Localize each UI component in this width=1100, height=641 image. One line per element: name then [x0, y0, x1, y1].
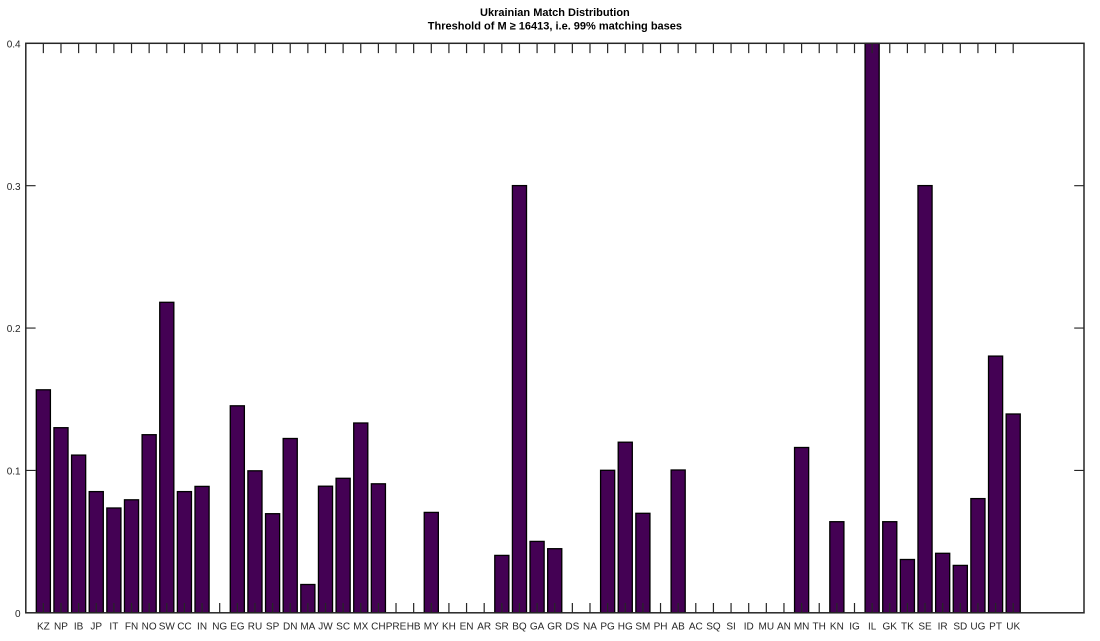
- svg-text:AR: AR: [477, 622, 491, 633]
- svg-text:UK: UK: [1006, 622, 1020, 633]
- svg-text:MY: MY: [424, 622, 439, 633]
- svg-text:CH: CH: [371, 622, 385, 633]
- svg-text:IG: IG: [849, 622, 860, 633]
- svg-text:IR: IR: [938, 622, 948, 633]
- svg-text:NG: NG: [212, 622, 227, 633]
- svg-text:AB: AB: [671, 622, 685, 633]
- svg-text:NP: NP: [54, 622, 68, 633]
- svg-text:HB: HB: [407, 622, 421, 633]
- svg-text:0: 0: [15, 609, 21, 620]
- svg-text:KH: KH: [442, 622, 456, 633]
- svg-text:FN: FN: [125, 622, 138, 633]
- svg-text:BQ: BQ: [512, 622, 527, 633]
- svg-text:EN: EN: [460, 622, 474, 633]
- svg-text:TK: TK: [901, 622, 914, 633]
- svg-text:IT: IT: [109, 622, 118, 633]
- svg-text:IB: IB: [74, 622, 84, 633]
- svg-text:SC: SC: [336, 622, 350, 633]
- svg-text:MU: MU: [759, 622, 775, 633]
- svg-text:0.1: 0.1: [7, 467, 21, 478]
- svg-text:IN: IN: [197, 622, 207, 633]
- svg-text:NA: NA: [583, 622, 597, 633]
- svg-text:0.2: 0.2: [7, 324, 21, 335]
- svg-text:KN: KN: [830, 622, 844, 633]
- svg-text:0.3: 0.3: [7, 182, 21, 193]
- svg-text:SR: SR: [495, 622, 509, 633]
- svg-text:JP: JP: [90, 622, 102, 633]
- svg-text:IL: IL: [868, 622, 877, 633]
- svg-text:NO: NO: [142, 622, 157, 633]
- svg-text:HG: HG: [618, 622, 633, 633]
- svg-text:DS: DS: [565, 622, 579, 633]
- svg-text:SD: SD: [953, 622, 967, 633]
- svg-text:MN: MN: [794, 622, 810, 633]
- svg-text:EG: EG: [230, 622, 245, 633]
- svg-text:PT: PT: [989, 622, 1002, 633]
- svg-text:AN: AN: [777, 622, 791, 633]
- svg-text:ID: ID: [744, 622, 754, 633]
- svg-text:MA: MA: [300, 622, 315, 633]
- svg-text:SW: SW: [159, 622, 176, 633]
- svg-text:SM: SM: [635, 622, 650, 633]
- svg-text:DN: DN: [283, 622, 297, 633]
- svg-text:UG: UG: [970, 622, 985, 633]
- svg-text:PG: PG: [600, 622, 615, 633]
- svg-text:PH: PH: [654, 622, 668, 633]
- svg-text:TH: TH: [813, 622, 826, 633]
- svg-text:RU: RU: [248, 622, 262, 633]
- svg-text:GR: GR: [547, 622, 562, 633]
- svg-text:PRE: PRE: [386, 622, 407, 633]
- svg-text:SI: SI: [726, 622, 735, 633]
- svg-text:SQ: SQ: [706, 622, 721, 633]
- svg-text:MX: MX: [353, 622, 368, 633]
- svg-text:JW: JW: [318, 622, 333, 633]
- svg-text:CC: CC: [177, 622, 191, 633]
- svg-text:Threshold of M ≥ 16413, i.e. 9: Threshold of M ≥ 16413, i.e. 99% matchin…: [428, 20, 682, 32]
- svg-text:0.4: 0.4: [7, 40, 21, 51]
- svg-text:GA: GA: [530, 622, 545, 633]
- svg-text:GK: GK: [883, 622, 898, 633]
- svg-text:AC: AC: [689, 622, 703, 633]
- svg-text:SP: SP: [266, 622, 280, 633]
- svg-text:SE: SE: [918, 622, 932, 633]
- svg-text:KZ: KZ: [37, 622, 50, 633]
- svg-text:Ukrainian Match Distribution: Ukrainian Match Distribution: [480, 7, 630, 19]
